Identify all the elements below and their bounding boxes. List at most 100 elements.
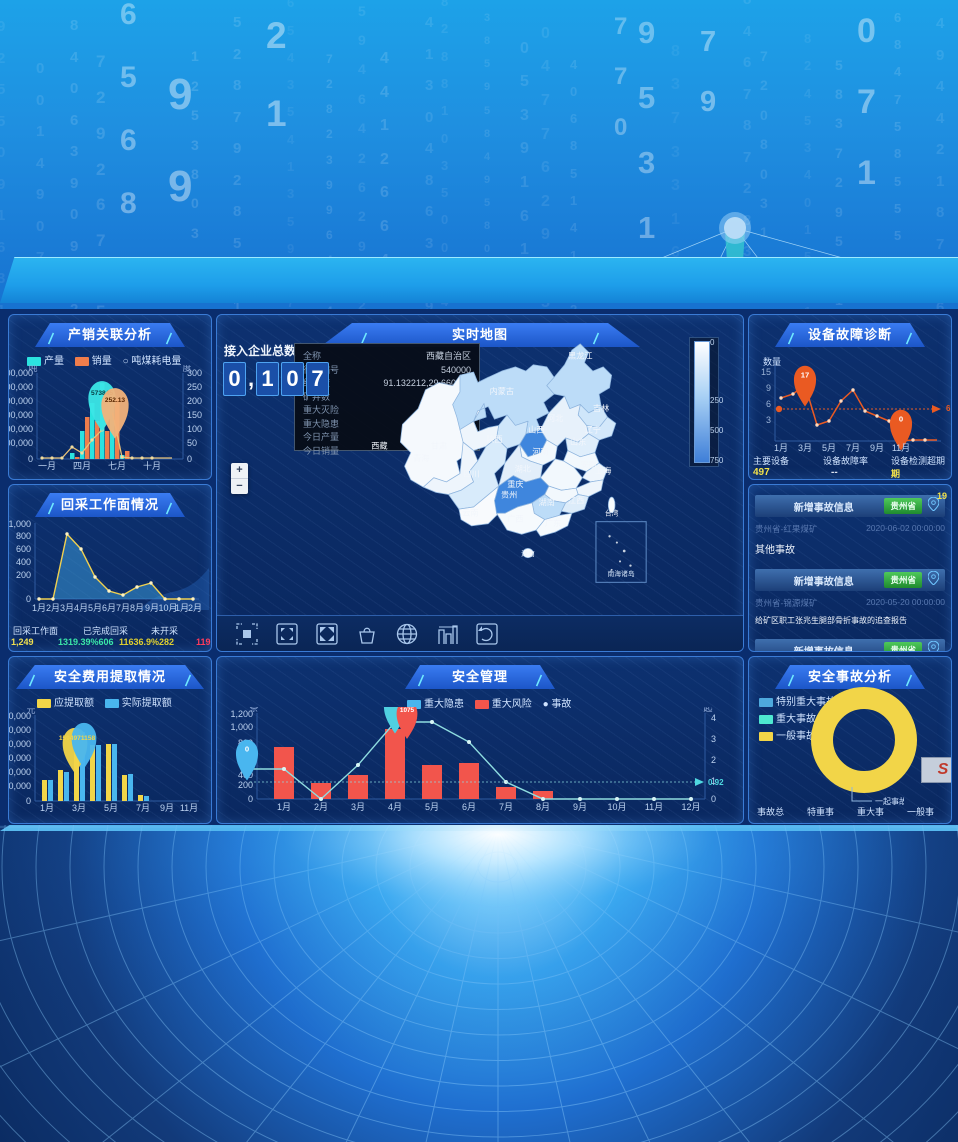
svg-text:上海: 上海 (595, 466, 611, 476)
svg-text:5月: 5月 (822, 443, 836, 453)
svg-text:2月: 2月 (188, 603, 202, 613)
svg-text:十月: 十月 (143, 460, 161, 471)
svg-text:150: 150 (187, 410, 202, 420)
svg-text:6月: 6月 (462, 802, 476, 812)
svg-text:30,000: 30,000 (9, 781, 31, 791)
svg-text:8月: 8月 (536, 802, 550, 812)
svg-text:河北: 河北 (547, 413, 563, 423)
svg-text:辽宁: 辽宁 (585, 425, 601, 435)
svg-text:0: 0 (28, 454, 33, 464)
svg-text:0: 0 (899, 415, 903, 424)
svg-text:9月: 9月 (870, 443, 884, 453)
svg-text:0: 0 (26, 594, 31, 604)
svg-text:度: 度 (182, 365, 191, 373)
svg-text:山西: 山西 (528, 425, 544, 435)
svg-text:2: 2 (711, 755, 716, 765)
svg-text:青海: 青海 (413, 453, 429, 463)
svg-text:条: 条 (249, 707, 258, 713)
svg-text:90,000: 90,000 (9, 753, 31, 763)
svg-text:11月: 11月 (892, 443, 910, 453)
svg-text:1月: 1月 (277, 802, 291, 812)
svg-text:广西: 广西 (507, 514, 523, 524)
svg-text:500,000: 500,000 (9, 382, 33, 392)
svg-text:山东: 山东 (570, 436, 586, 446)
svg-text:1,000: 1,000 (230, 722, 253, 732)
svg-text:400: 400 (16, 557, 31, 567)
svg-text:60,000: 60,000 (9, 767, 31, 777)
svg-text:0: 0 (248, 794, 253, 804)
svg-text:17: 17 (801, 371, 810, 380)
svg-text:5月: 5月 (104, 803, 118, 813)
svg-text:7月: 7月 (499, 802, 513, 812)
svg-text:江西: 江西 (568, 496, 584, 505)
svg-text:3月: 3月 (60, 603, 74, 613)
svg-text:贵州: 贵州 (501, 490, 517, 500)
svg-text:1,000: 1,000 (9, 519, 31, 529)
svg-text:甘肃: 甘肃 (431, 440, 447, 450)
svg-text:湖北: 湖北 (515, 464, 531, 473)
svg-text:600: 600 (16, 544, 31, 554)
svg-text:广东: 广东 (545, 518, 561, 528)
svg-text:200,000: 200,000 (9, 424, 33, 434)
svg-text:1075: 1075 (400, 707, 415, 714)
svg-text:11月: 11月 (645, 802, 663, 812)
svg-text:12月: 12月 (681, 802, 700, 812)
svg-text:0: 0 (711, 794, 716, 804)
svg-text:湖南: 湖南 (539, 497, 555, 507)
svg-text:4月: 4月 (388, 802, 402, 812)
svg-text:内蒙古: 内蒙古 (490, 386, 514, 396)
svg-text:2月: 2月 (314, 802, 328, 812)
svg-text:四月: 四月 (73, 461, 91, 471)
svg-text:15: 15 (761, 367, 771, 377)
svg-text:元: 元 (26, 707, 35, 715)
svg-text:100: 100 (187, 424, 202, 434)
svg-text:1月: 1月 (32, 603, 46, 613)
svg-text:300,000: 300,000 (9, 410, 33, 420)
svg-text:4: 4 (711, 713, 716, 723)
svg-text:云南: 云南 (462, 507, 478, 517)
svg-text:0.92: 0.92 (708, 778, 724, 787)
svg-text:陕西: 陕西 (486, 434, 502, 444)
svg-text:南海诸岛: 南海诸岛 (607, 569, 634, 578)
svg-text:7月: 7月 (846, 443, 860, 453)
svg-text:9月: 9月 (160, 803, 174, 813)
svg-text:7月: 7月 (116, 603, 130, 613)
svg-text:6月: 6月 (102, 603, 116, 613)
svg-text:吨: 吨 (28, 365, 37, 373)
svg-text:3: 3 (766, 415, 771, 425)
svg-text:9: 9 (766, 383, 771, 393)
svg-text:4月: 4月 (74, 603, 88, 613)
svg-text:50: 50 (187, 438, 197, 448)
svg-text:1月: 1月 (40, 803, 54, 813)
svg-text:0: 0 (26, 796, 31, 806)
svg-text:120,000: 120,000 (9, 739, 31, 749)
svg-text:2月: 2月 (46, 603, 60, 613)
svg-text:1594971158: 1594971158 (59, 735, 96, 742)
svg-text:6.8: 6.8 (946, 404, 951, 413)
svg-text:吉林: 吉林 (593, 403, 609, 413)
svg-text:6: 6 (766, 399, 771, 409)
svg-text:252.13: 252.13 (105, 397, 126, 404)
svg-text:100,000: 100,000 (9, 438, 33, 448)
svg-text:8月: 8月 (130, 603, 144, 613)
svg-text:3月: 3月 (798, 443, 812, 453)
svg-text:3: 3 (711, 734, 716, 744)
svg-text:11月: 11月 (180, 803, 198, 813)
svg-text:150,000: 150,000 (9, 725, 31, 735)
svg-text:9月: 9月 (573, 802, 587, 812)
svg-text:800: 800 (16, 531, 31, 541)
svg-text:0: 0 (187, 454, 192, 464)
svg-text:海南: 海南 (521, 549, 535, 558)
svg-text:黑龙江: 黑龙江 (568, 350, 592, 360)
svg-text:7月: 7月 (136, 803, 150, 813)
svg-text:9月: 9月 (145, 603, 159, 613)
svg-text:250: 250 (187, 382, 202, 392)
svg-text:1月: 1月 (175, 603, 189, 613)
svg-text:西藏: 西藏 (371, 440, 387, 450)
svg-text:3月: 3月 (351, 802, 365, 812)
svg-text:河南: 河南 (532, 447, 548, 457)
svg-text:3月: 3月 (72, 803, 86, 813)
svg-text:10月: 10月 (607, 802, 626, 812)
svg-text:5月: 5月 (425, 802, 439, 812)
svg-text:一月: 一月 (38, 461, 56, 471)
